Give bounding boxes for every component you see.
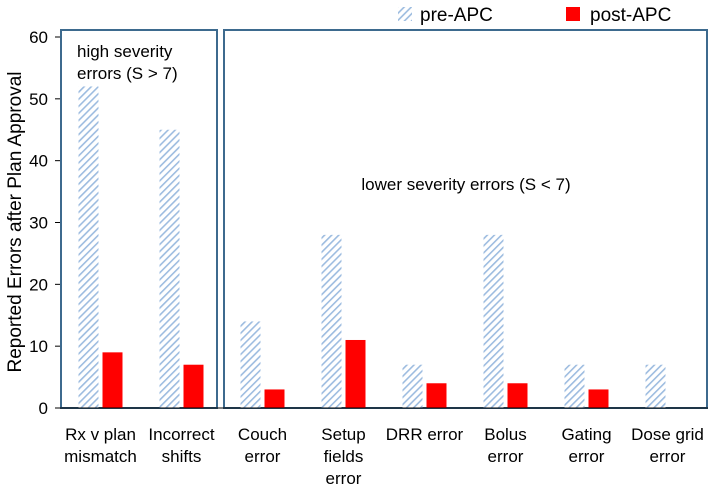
bar-pre-apc bbox=[78, 86, 99, 408]
y-axis: 0 10 20 30 40 50 60 bbox=[29, 28, 60, 418]
legend-label-pre-apc: pre-APC bbox=[420, 5, 493, 26]
y-tick-label: 20 bbox=[29, 275, 48, 294]
y-axis-label: Reported Errors after Plan Approval bbox=[5, 72, 26, 373]
y-tick-label: 40 bbox=[29, 152, 48, 171]
y-tick-label: 50 bbox=[29, 90, 48, 109]
legend-swatch-pre-apc bbox=[398, 7, 412, 21]
bar-post-apc bbox=[345, 339, 366, 408]
y-tick-label: 0 bbox=[39, 399, 48, 418]
bar-post-apc bbox=[426, 383, 447, 408]
x-tick-label: Bolus error bbox=[484, 425, 527, 466]
x-tick-label: Incorrect shifts bbox=[148, 425, 214, 466]
legend-label-post-apc: post-APC bbox=[590, 5, 671, 26]
bar-pre-apc bbox=[483, 234, 504, 408]
high-severity-annotation: high severity errors (S > 7) bbox=[77, 42, 178, 83]
bar-pre-apc bbox=[159, 129, 180, 408]
x-tick-label: Setup fields error bbox=[321, 425, 365, 488]
severity-group-boxes bbox=[60, 29, 708, 409]
x-tick-label: DRR error bbox=[386, 425, 464, 444]
lower-severity-annotation: lower severity errors (S < 7) bbox=[361, 175, 570, 194]
x-axis: Rx v plan mismatch Incorrect shifts Couch err… bbox=[60, 407, 708, 488]
y-tick-label: 30 bbox=[29, 214, 48, 233]
bar-post-apc bbox=[183, 364, 204, 408]
bar-pre-apc bbox=[240, 321, 261, 408]
legend-swatch-post-apc bbox=[566, 7, 580, 21]
y-tick-label: 10 bbox=[29, 337, 48, 356]
legend: pre-APC post-APC bbox=[398, 5, 671, 26]
bar-pre-apc bbox=[645, 364, 666, 408]
y-tick-label: 60 bbox=[29, 28, 48, 47]
x-tick-label: Dose grid error bbox=[631, 425, 704, 466]
bar-pre-apc bbox=[402, 364, 423, 408]
x-tick-label: Rx v plan mismatch bbox=[64, 425, 137, 466]
bars bbox=[78, 86, 666, 408]
bar-pre-apc bbox=[564, 364, 585, 408]
annotations: high severity errors (S > 7) lower severit… bbox=[77, 42, 571, 194]
bar-pre-apc bbox=[321, 234, 342, 408]
x-tick-label: Couch error bbox=[238, 425, 287, 466]
bar-post-apc bbox=[507, 383, 528, 408]
lower-severity-box bbox=[223, 29, 708, 409]
bar-post-apc bbox=[264, 389, 285, 408]
bar-post-apc bbox=[588, 389, 609, 408]
x-tick-label: Gating error bbox=[561, 425, 611, 466]
bar-post-apc bbox=[102, 352, 123, 408]
